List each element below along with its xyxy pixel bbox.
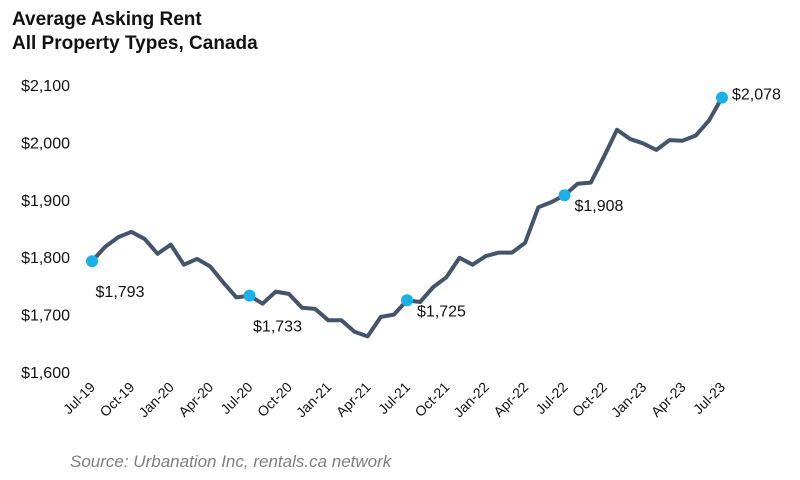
highlight-point (243, 289, 256, 302)
highlight-point (401, 294, 413, 307)
data-label: $1,725 (417, 303, 466, 320)
chart-title-line-2: All Property Types, Canada (12, 33, 258, 54)
x-tick-label: Jan-21 (293, 379, 335, 421)
data-label: $1,793 (96, 284, 145, 301)
y-tick-label: $2,000 (21, 135, 70, 152)
data-label: $1,733 (253, 319, 302, 336)
source-note: Source: Urbanation Inc, rentals.ca netwo… (70, 452, 392, 471)
x-tick-label: Jul-22 (532, 379, 570, 417)
line-chart: $1,600 $1,700 $1,800 $1,900 $2,000 $2,100 Jul-… (21, 78, 781, 421)
y-tick-label: $1,600 (21, 365, 70, 382)
y-tick-label: $2,100 (21, 78, 70, 95)
x-tick-label: Jan-20 (135, 379, 177, 421)
highlight-point (86, 255, 98, 268)
data-label: $1,908 (575, 198, 624, 215)
highlight-point (558, 189, 571, 202)
x-tick-label: Oct-19 (96, 379, 137, 420)
x-tick-label: Jan-22 (450, 379, 492, 421)
y-tick-label: $1,700 (21, 308, 70, 325)
x-tick-label: Apr-22 (490, 379, 531, 420)
x-tick-label: Oct-21 (411, 379, 452, 420)
y-tick-label: $1,900 (21, 193, 70, 210)
y-tick-label: $1,800 (21, 250, 70, 267)
x-tick-label: Jul-19 (60, 379, 98, 417)
x-tick-label: Jul-23 (690, 379, 728, 417)
x-tick-label: Apr-21 (333, 379, 374, 420)
x-tick-label: Jul-21 (375, 379, 413, 417)
x-tick-label: Oct-22 (569, 379, 610, 420)
x-tick-label: Apr-20 (175, 379, 216, 420)
x-tick-label: Oct-20 (254, 379, 295, 420)
chart-title-line-1: Average Asking Rent (12, 9, 202, 30)
data-label: $2,078 (732, 87, 781, 104)
x-tick-label: Jul-20 (217, 379, 255, 417)
chart-title: Average Asking Rent All Property Types, … (12, 8, 258, 56)
x-tick-label: Jan-23 (608, 379, 650, 421)
x-tick-label: Apr-23 (648, 379, 689, 420)
highlight-point (716, 91, 728, 104)
